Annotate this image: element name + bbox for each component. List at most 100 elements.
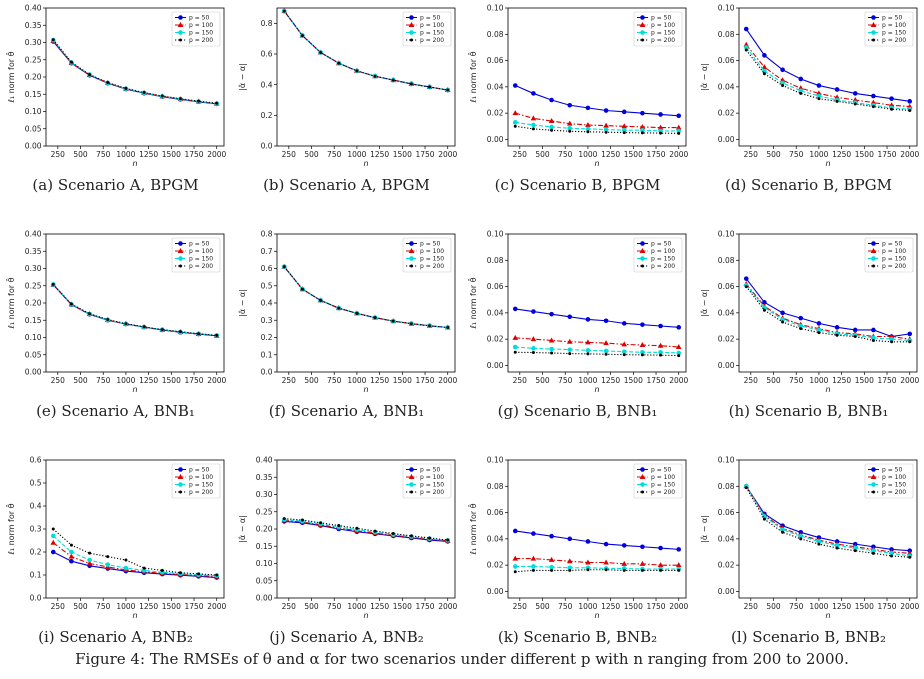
y-tick-label: 0.08 bbox=[718, 256, 735, 265]
data-point bbox=[639, 342, 646, 348]
x-tick-label: 750 bbox=[558, 602, 573, 611]
y-axis-label: |α̂ − α| bbox=[237, 289, 247, 317]
data-point bbox=[567, 314, 573, 320]
legend-marker bbox=[408, 22, 415, 27]
chart-panel: 0.0 0.2 0.4 0.6 0.8 250 500 750 1000 1250 1500 1750… bbox=[231, 0, 462, 226]
y-tick-label: 0.05 bbox=[25, 124, 42, 133]
legend-label: p = 200 bbox=[420, 489, 444, 496]
data-point bbox=[355, 526, 359, 530]
line-chart: 0.00 0.02 0.04 0.06 0.08 0.10 250 500 750 1000 125… bbox=[699, 230, 920, 394]
legend-label: p = 200 bbox=[882, 263, 906, 270]
series-line bbox=[283, 10, 448, 91]
data-point bbox=[890, 340, 894, 344]
x-tick-label: 1500 bbox=[855, 376, 874, 385]
data-point bbox=[675, 344, 682, 350]
data-point bbox=[798, 323, 804, 329]
legend-marker bbox=[178, 30, 183, 35]
data-point bbox=[178, 330, 182, 334]
legend-box bbox=[633, 11, 683, 47]
y-axis-label: ℓ₁ norm for θ̂ bbox=[467, 51, 478, 103]
y-tick-label: 0.08 bbox=[487, 30, 504, 39]
legend-marker bbox=[871, 15, 876, 20]
data-point bbox=[852, 97, 859, 102]
x-tick-label: 2000 bbox=[669, 602, 688, 611]
legend-marker bbox=[408, 248, 415, 253]
x-axis-label: n bbox=[363, 159, 368, 168]
data-point bbox=[906, 550, 913, 556]
data-point bbox=[512, 110, 519, 116]
legend-box bbox=[402, 237, 452, 273]
x-tick-label: 1750 bbox=[415, 602, 434, 611]
series-line bbox=[52, 542, 217, 578]
y-tick-label: 0.00 bbox=[718, 587, 735, 596]
data-point bbox=[391, 531, 395, 535]
data-point bbox=[300, 518, 304, 522]
data-point bbox=[51, 38, 55, 42]
y-tick-label: 0.20 bbox=[25, 299, 42, 308]
y-tick-label: 0.00 bbox=[256, 594, 273, 603]
legend-marker bbox=[410, 38, 413, 42]
data-point bbox=[337, 524, 341, 528]
x-tick-label: 500 bbox=[304, 376, 319, 385]
data-point bbox=[512, 83, 518, 88]
y-tick-label: 0.10 bbox=[487, 456, 504, 465]
y-tick-label: 0.04 bbox=[718, 534, 735, 543]
data-point bbox=[834, 87, 840, 92]
data-point bbox=[409, 534, 413, 538]
y-tick-label: 0.8 bbox=[261, 19, 273, 28]
legend-label: p = 100 bbox=[651, 248, 675, 255]
data-point bbox=[142, 91, 146, 95]
data-point bbox=[409, 322, 413, 326]
series-line bbox=[515, 337, 679, 348]
legend-marker bbox=[872, 264, 875, 268]
x-tick-label: 250 bbox=[744, 150, 759, 159]
legend-label: p = 150 bbox=[420, 482, 444, 489]
data-point bbox=[834, 94, 840, 100]
x-tick-label: 1500 bbox=[855, 602, 874, 611]
series-line bbox=[745, 284, 910, 342]
panel-caption: (l) Scenario B, BNB₂ bbox=[731, 628, 886, 646]
series-line bbox=[745, 286, 910, 343]
legend-label: p = 100 bbox=[189, 248, 213, 255]
data-point bbox=[871, 93, 876, 99]
line-chart: 0.00 0.05 0.10 0.15 0.20 0.25 0.30 0.35 0.40 250 5… bbox=[5, 230, 227, 394]
series-line bbox=[283, 266, 448, 329]
y-tick-label: 0.20 bbox=[25, 73, 42, 82]
data-point bbox=[871, 327, 876, 333]
data-point bbox=[373, 529, 377, 533]
y-axis-label: ℓ₁ norm for θ̂ bbox=[5, 503, 16, 555]
y-tick-label: 0.06 bbox=[487, 508, 504, 517]
legend-label: p = 200 bbox=[882, 37, 906, 44]
x-tick-label: 1000 bbox=[116, 150, 135, 159]
data-point bbox=[835, 546, 839, 550]
legend-label: p = 100 bbox=[420, 474, 444, 481]
series-line bbox=[515, 351, 679, 357]
data-point bbox=[604, 352, 608, 356]
data-point bbox=[889, 336, 894, 342]
data-point bbox=[69, 302, 73, 306]
x-tick-label: 750 bbox=[327, 376, 342, 385]
series-line bbox=[52, 284, 217, 337]
data-point bbox=[853, 549, 857, 553]
x-axis-label: n bbox=[363, 385, 368, 394]
data-point bbox=[531, 564, 536, 569]
x-tick-label: 1000 bbox=[809, 150, 828, 159]
data-point bbox=[282, 265, 286, 269]
y-tick-label: 0.06 bbox=[487, 282, 504, 291]
y-axis-label: |α̂ − α| bbox=[699, 289, 709, 317]
y-tick-label: 0.02 bbox=[718, 561, 735, 570]
series-line bbox=[515, 112, 679, 129]
legend-marker bbox=[640, 256, 645, 261]
data-point bbox=[816, 83, 822, 88]
x-tick-label: 1000 bbox=[116, 376, 135, 385]
data-point bbox=[197, 572, 201, 576]
line-chart: 0.00 0.05 0.10 0.15 0.20 0.25 0.30 0.35 0.40 250 5… bbox=[237, 456, 458, 620]
data-point bbox=[512, 120, 518, 125]
data-point bbox=[586, 352, 590, 356]
series-line bbox=[515, 530, 679, 550]
series-line bbox=[515, 569, 679, 573]
legend-marker bbox=[178, 467, 183, 472]
legend-label: p = 150 bbox=[882, 30, 906, 37]
data-point bbox=[870, 99, 877, 105]
